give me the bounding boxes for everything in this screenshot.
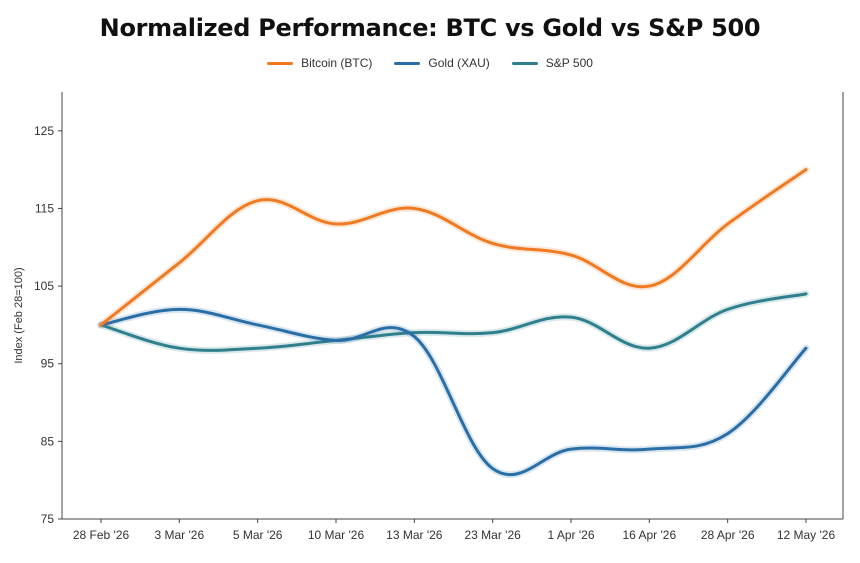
x-tick-label: 13 Mar '26	[386, 528, 443, 542]
series-line-sp500	[99, 292, 808, 352]
series-line-gold	[99, 307, 808, 477]
legend-swatch-sp500	[511, 61, 538, 65]
legend-label-gold: Gold (XAU)	[428, 56, 490, 70]
y-tick-label: 105	[34, 279, 54, 293]
x-tick-label: 16 Apr '26	[622, 528, 676, 542]
series-line-sp500-glow	[97, 290, 810, 354]
legend-swatch-gold	[394, 61, 421, 65]
x-tick-label: 23 Mar '26	[465, 528, 522, 542]
y-tick-label: 95	[41, 357, 55, 371]
y-tick-label: 115	[35, 201, 54, 215]
x-tick-label: 28 Feb '26	[73, 528, 130, 542]
legend-item-bitcoin: Bitcoin (BTC)	[267, 56, 372, 70]
y-tick-label: 125	[34, 124, 54, 138]
legend-item-sp500: S&P 500	[511, 56, 593, 70]
x-tick-label: 5 Mar '26	[233, 528, 283, 542]
y-axis-title: Index (Feb 28=100)	[13, 267, 25, 363]
x-tick-label: 3 Mar '26	[155, 528, 205, 542]
legend-swatch-bitcoin	[267, 61, 294, 65]
chart-title: Normalized Performance: BTC vs Gold vs S…	[99, 14, 761, 42]
y-tick-label: 85	[41, 434, 55, 448]
legend-label-sp500: S&P 500	[545, 56, 593, 70]
x-tick-label: 28 Apr '26	[701, 528, 755, 542]
legend-item-gold: Gold (XAU)	[394, 56, 490, 70]
x-tick-label: 10 Mar '26	[308, 528, 365, 542]
legend: Bitcoin (BTC) Gold (XAU) S&P 500	[0, 56, 860, 70]
series-line-bitcoin	[99, 168, 808, 327]
x-tick-label: 12 May '26	[777, 528, 836, 542]
x-tick-label: 1 Apr '26	[548, 528, 595, 542]
legend-label-bitcoin: Bitcoin (BTC)	[301, 56, 373, 70]
y-tick-label: 75	[41, 512, 55, 526]
